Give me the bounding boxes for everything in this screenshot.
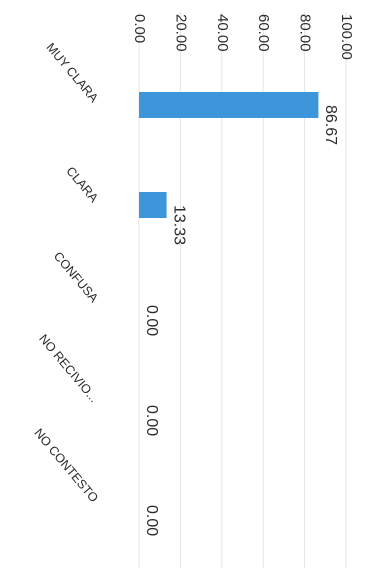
tick-label-3: 60.00 [255,14,272,52]
tick-label-0: 0.00 [131,14,148,43]
tick-label-1: 20.00 [172,14,189,52]
data-label-4: 0.00 [143,505,160,536]
tick-label-5: 100.00 [338,14,355,60]
bar-1 [139,192,167,218]
category-label-3: NO RECIVIO... [36,332,101,405]
data-label-1: 13.33 [170,205,187,245]
data-label-2: 0.00 [143,305,160,336]
tick-label-4: 80.00 [297,14,314,52]
category-label-4: NO CONTESTO [31,426,101,505]
tick-label-2: 40.00 [214,14,231,52]
bar-0 [139,92,319,118]
data-label-0: 86.67 [322,105,339,145]
category-label-0: MUY CLARA [43,40,101,105]
data-label-3: 0.00 [143,405,160,436]
category-label-1: CLARA [63,164,101,205]
category-label-2: CONFUSA [51,249,101,305]
